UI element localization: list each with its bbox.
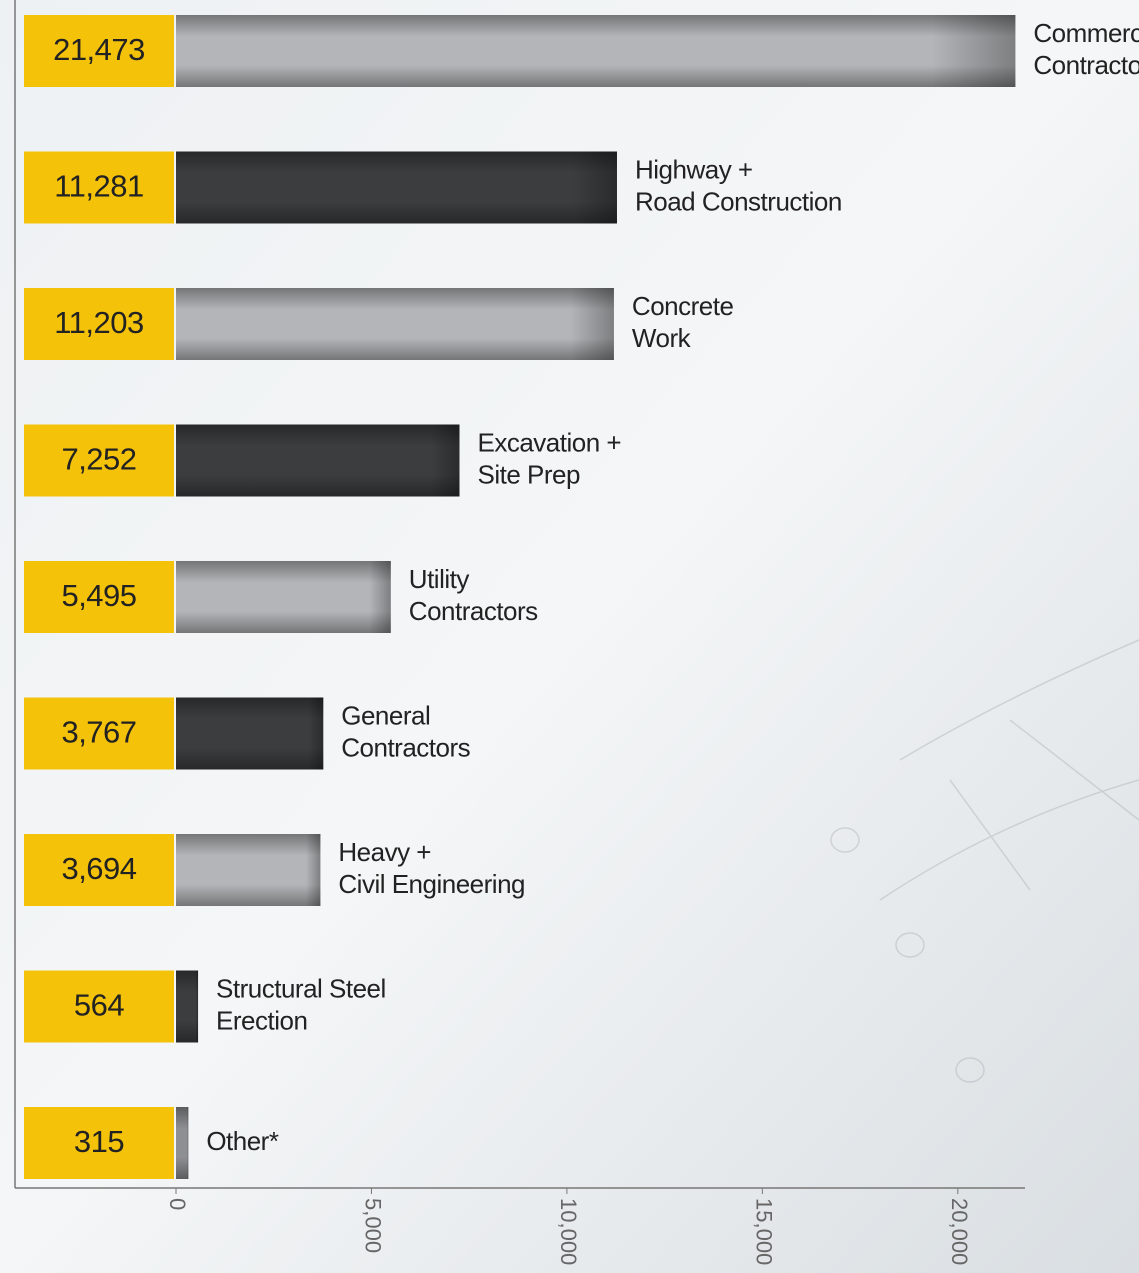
- value-box: [24, 151, 174, 224]
- category-label: Contractors: [341, 732, 470, 762]
- category-label: Structural Steel: [216, 973, 386, 1003]
- bar: [176, 697, 324, 770]
- bar: [176, 834, 321, 906]
- value-label: 21,473: [53, 32, 145, 67]
- category-label: Highway +: [635, 154, 753, 184]
- value-box: [24, 15, 174, 87]
- bar: [176, 151, 617, 224]
- category-label: Utility: [409, 564, 470, 594]
- bar: [176, 424, 460, 497]
- bar: [176, 561, 391, 633]
- category-label: Excavation +: [477, 427, 621, 457]
- value-box: [24, 424, 174, 497]
- category-label: Site Prep: [477, 459, 579, 489]
- value-box: [24, 697, 174, 770]
- value-label: 3,694: [61, 851, 136, 886]
- category-label: Contractors: [409, 596, 538, 626]
- category-label: General: [341, 700, 430, 730]
- category-label: Heavy +: [338, 837, 431, 867]
- x-tick-label: 0: [165, 1198, 190, 1210]
- value-label: 11,203: [54, 305, 144, 340]
- bar: [176, 1107, 189, 1179]
- x-tick-label: 15,000: [752, 1198, 777, 1265]
- category-label: Other*: [206, 1126, 279, 1156]
- x-tick-label: 5,000: [361, 1198, 386, 1253]
- category-label: Concrete: [632, 291, 734, 321]
- bar: [176, 288, 614, 360]
- value-box: [24, 834, 174, 906]
- value-label: 564: [74, 988, 124, 1023]
- x-tick-label: 20,000: [947, 1198, 972, 1265]
- value-label: 7,252: [61, 442, 136, 477]
- category-label: Civil Engineering: [338, 869, 525, 899]
- bar: [176, 970, 199, 1043]
- value-label: 3,767: [61, 715, 136, 750]
- value-box: [24, 561, 174, 633]
- category-label: Work: [632, 323, 692, 353]
- value-label: 11,281: [54, 169, 144, 204]
- value-box: [24, 288, 174, 360]
- value-box: [24, 970, 174, 1043]
- category-label: Commercial: [1033, 18, 1139, 48]
- category-label: Road Construction: [635, 186, 842, 216]
- value-label: 315: [74, 1124, 124, 1159]
- blueprint-decoration: [830, 639, 1139, 1083]
- bar: [176, 15, 1016, 87]
- category-label: Erection: [216, 1005, 307, 1035]
- value-label: 5,495: [61, 578, 136, 613]
- value-box: [24, 1107, 174, 1179]
- x-tick-label: 10,000: [556, 1198, 581, 1265]
- category-label: Contractor: [1033, 50, 1139, 80]
